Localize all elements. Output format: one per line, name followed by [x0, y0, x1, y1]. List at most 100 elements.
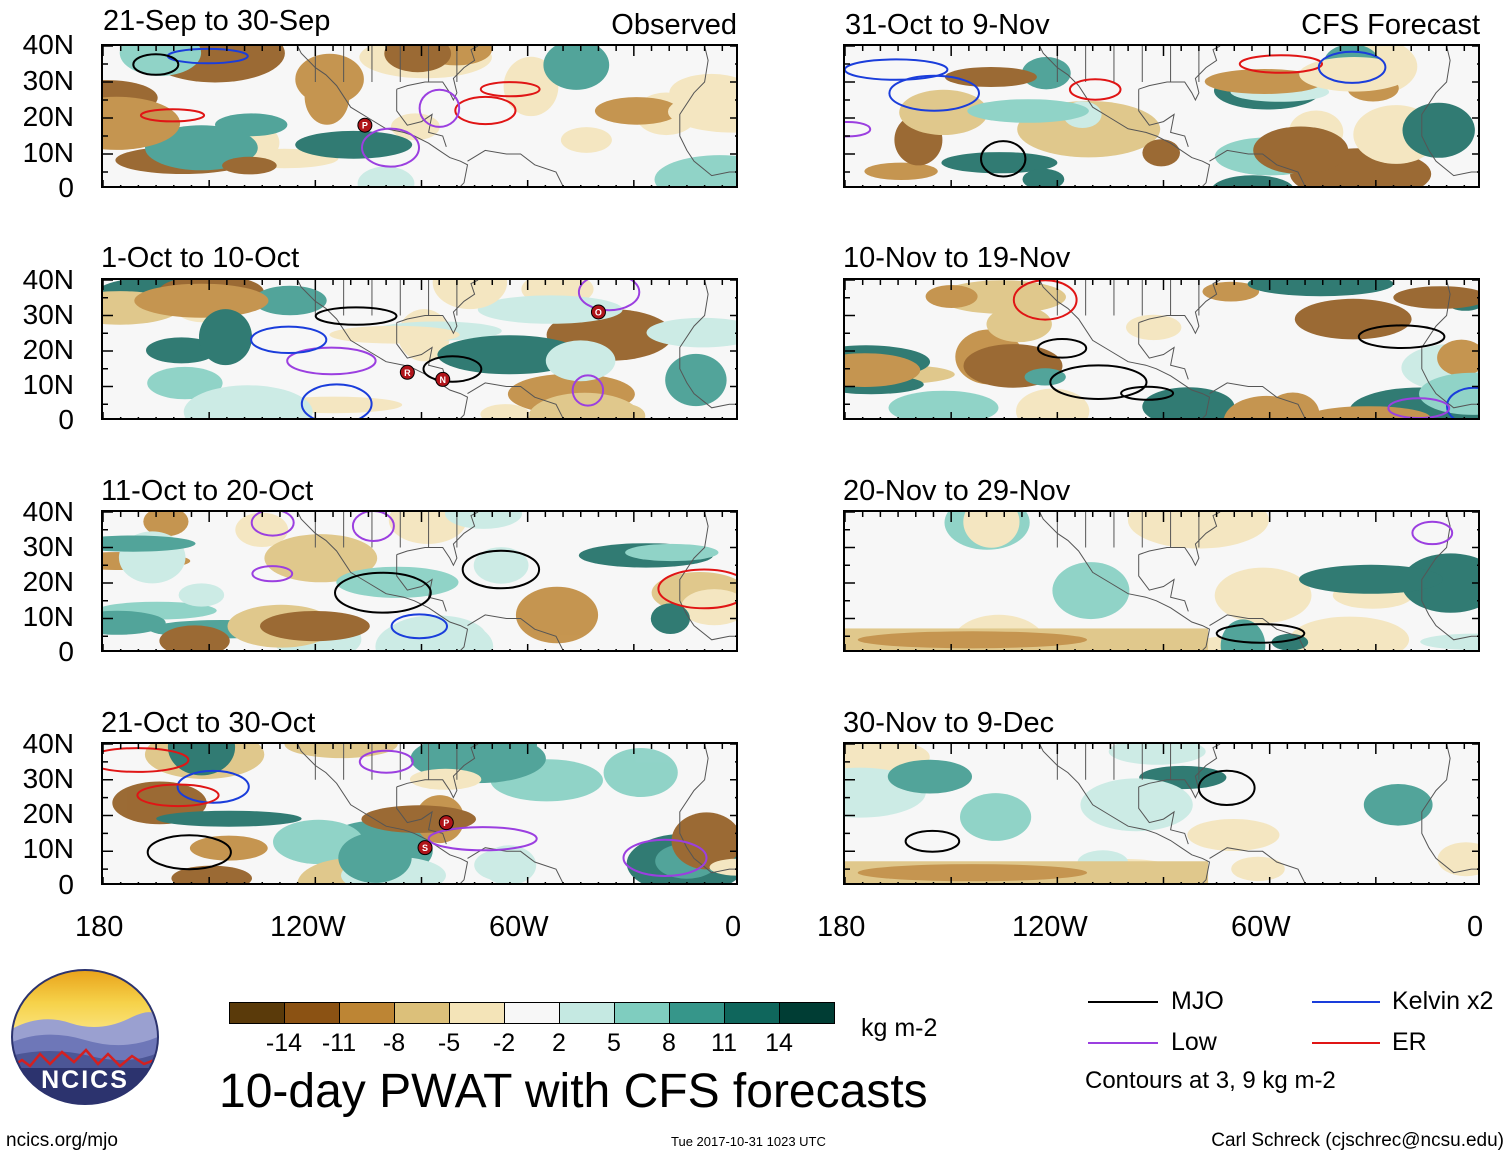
anomaly-blob: [944, 67, 1037, 87]
pwat-anomaly-field: [103, 280, 736, 418]
lat-tick-label: 30N: [22, 531, 74, 562]
wave-contour: [286, 346, 377, 376]
wave-contour: [358, 749, 414, 774]
anomaly-blob: [143, 512, 189, 537]
panel-title: 11-Oct to 20-Oct: [101, 475, 314, 507]
anomaly-blob: [1204, 69, 1325, 94]
colorbar-tick-label: 14: [765, 1029, 793, 1057]
coastline: [1039, 512, 1211, 650]
lat-tick-label: 10N: [22, 833, 74, 864]
anomaly-blob: [1393, 286, 1478, 309]
wave-contour: [845, 58, 949, 81]
wave-contour: [250, 325, 328, 354]
storm-marker-letter: O: [595, 307, 602, 317]
lat-tick-label: 40N: [22, 264, 74, 295]
wave-contour: [361, 127, 420, 168]
coastline: [1039, 280, 1211, 418]
wave-contour: [132, 53, 180, 76]
wave-contour: [980, 140, 1027, 178]
storm-marker-letter: P: [443, 818, 449, 828]
anomaly-blob: [1080, 778, 1193, 832]
panel-title: 1-Oct to 10-Oct: [101, 242, 300, 274]
coastline: [1138, 554, 1189, 612]
axis-ticks: [845, 744, 1478, 883]
wave-contour: [571, 374, 605, 407]
coastline: [1421, 280, 1478, 409]
anomaly-blob: [156, 810, 302, 827]
colorbar-cell: [559, 1002, 615, 1024]
lat-tick-label: 30N: [22, 299, 74, 330]
lat-tick-label: 20N: [22, 101, 74, 132]
wave-contour: [427, 826, 538, 852]
anomaly-blob: [103, 610, 166, 635]
wave-contour: [1037, 338, 1088, 359]
colorbar-cell: [284, 1002, 340, 1024]
anomaly-blob: [1299, 564, 1443, 594]
map-area: P: [101, 44, 738, 188]
axis-ticks: [845, 46, 1478, 186]
storm-marker-letter: S: [422, 843, 428, 853]
axis-ticks: [845, 512, 1478, 650]
anomaly-blob: [295, 130, 413, 159]
lon-tick-label: 0: [725, 911, 742, 943]
legend-label: MJO: [1171, 987, 1224, 1015]
anomaly-blob: [159, 625, 230, 650]
wave-contours: [904, 769, 1256, 853]
lat-tick-label: 0: [58, 636, 74, 667]
coastlines: [1039, 46, 1478, 186]
anomaly-blob: [1224, 395, 1309, 418]
map-area: [843, 44, 1480, 188]
storm-marker-icon: [435, 371, 451, 387]
legend-swatch-low: [1088, 1042, 1158, 1044]
coastline: [297, 512, 469, 650]
anomaly-blob: [1126, 314, 1182, 341]
colorbar-cell: [614, 1002, 670, 1024]
wave-contour: [1387, 397, 1451, 418]
lat-tick-label: 40N: [22, 496, 74, 527]
coastline: [467, 614, 564, 650]
wave-contour: [139, 108, 206, 123]
wave-contour: [1317, 50, 1387, 84]
pwat-anomaly-field: [112, 744, 736, 883]
lat-tick-label: 0: [58, 404, 74, 435]
anomaly-blob: [445, 512, 522, 529]
colorbar-cell: [394, 1002, 450, 1024]
lat-tick-label: 10N: [22, 369, 74, 400]
coastline: [679, 280, 736, 409]
coastline: [396, 280, 479, 335]
coastline: [1138, 280, 1221, 335]
panel-title: 21-Sep to 30-Sep: [103, 5, 331, 37]
wave-contour: [176, 769, 250, 804]
coastline: [1138, 512, 1221, 567]
colorbar-tick-label: -5: [437, 1029, 461, 1057]
anomaly-blob: [609, 404, 646, 418]
ncics-logo: NCICS: [10, 968, 160, 1106]
lon-tick-label: 60W: [489, 911, 549, 943]
lat-tick-label: 30N: [22, 65, 74, 96]
anomaly-blob: [594, 97, 680, 125]
coastline: [679, 46, 736, 177]
panel-title: 31-Oct to 9-Nov: [845, 9, 1050, 41]
colorbar-cell: [449, 1002, 505, 1024]
anomaly-blob: [665, 353, 727, 407]
anomaly-blob: [515, 586, 599, 644]
storm-marker: O: [590, 304, 606, 320]
wave-contours: [1215, 520, 1454, 644]
axis-ticks: [845, 280, 1478, 418]
wave-contour: [1215, 623, 1306, 644]
storm-marker-icon: [590, 304, 606, 320]
anomaly-blob: [857, 864, 1088, 882]
wave-contour: [1357, 324, 1446, 350]
anomaly-blob: [668, 90, 736, 133]
colorbar-cell: [724, 1002, 780, 1024]
anomaly-blob: [857, 631, 1088, 649]
anomaly-blob: [1142, 139, 1180, 167]
anomaly-blob: [1294, 298, 1412, 340]
anomaly-blob: [260, 611, 370, 642]
anomaly-blob: [1052, 562, 1130, 620]
coastline: [1421, 46, 1478, 177]
anomaly-blob: [432, 280, 508, 310]
anomaly-blob: [1402, 102, 1475, 158]
anomaly-blob: [1363, 784, 1433, 826]
